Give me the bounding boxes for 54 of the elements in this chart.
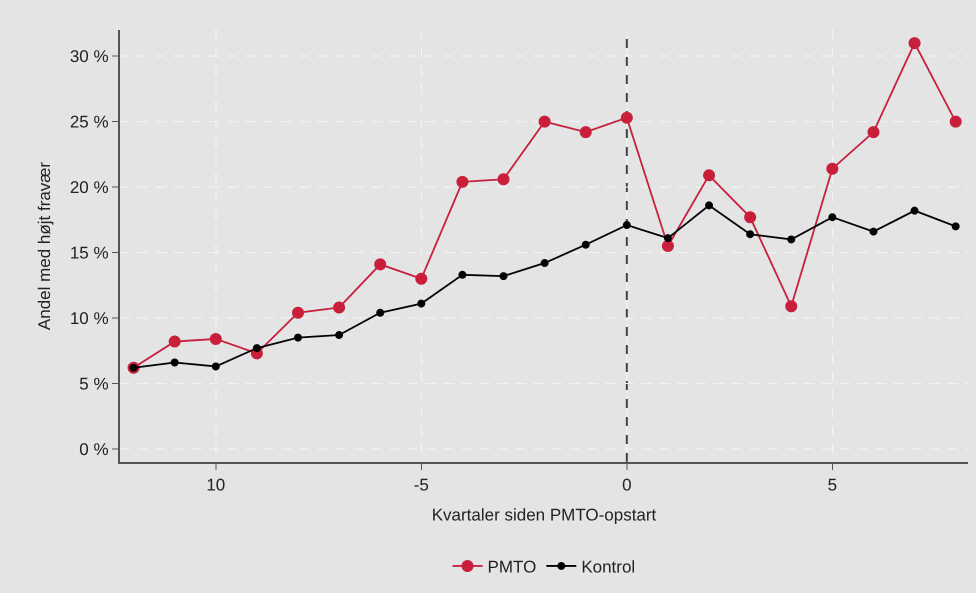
point: [456, 176, 468, 188]
y-tick-label: 30 %: [70, 47, 109, 66]
point: [826, 162, 838, 175]
point: [622, 221, 631, 230]
y-tick-label: 0 %: [79, 440, 109, 459]
point: [212, 362, 220, 370]
x-tick-label: 10: [206, 475, 226, 494]
point: [294, 334, 302, 342]
point: [952, 222, 960, 230]
point: [333, 302, 346, 314]
point: [746, 230, 754, 238]
point: [828, 213, 836, 222]
point: [210, 332, 222, 345]
point: [500, 272, 508, 280]
point: [252, 344, 261, 352]
point: [538, 116, 551, 128]
point: [540, 259, 549, 268]
point: [703, 169, 716, 182]
point: [664, 234, 672, 242]
point: [867, 126, 880, 138]
y-tick-label: 25 %: [70, 112, 109, 132]
point: [415, 272, 428, 285]
y-tick-label: 10 %: [70, 308, 109, 328]
x-tick-label: 5: [828, 475, 838, 494]
point: [374, 258, 386, 270]
point: [335, 331, 344, 340]
point: [950, 116, 962, 128]
point: [498, 173, 510, 186]
point: [869, 228, 878, 236]
point: [170, 358, 179, 367]
point: [620, 112, 633, 124]
legend-label: PMTO: [488, 558, 536, 577]
x-tick-label: 0: [622, 475, 632, 494]
y-tick-label: 20 %: [70, 178, 109, 198]
y-tick-label: 5 %: [79, 374, 109, 394]
point: [458, 270, 466, 279]
y-axis-title: Andel med højt fravær: [34, 162, 54, 330]
point: [785, 300, 798, 312]
point: [376, 308, 384, 317]
point: [417, 300, 426, 308]
point: [908, 37, 921, 50]
point: [910, 206, 919, 215]
point: [662, 240, 674, 252]
legend-label: Kontrol: [581, 558, 636, 577]
point: [787, 235, 796, 244]
point: [292, 306, 304, 319]
point: [744, 211, 756, 224]
point: [705, 201, 714, 210]
y-tick-label: 15 %: [70, 244, 109, 262]
point: [580, 126, 592, 138]
x-axis-title: Kvartaler siden PMTO-opstart: [432, 505, 657, 524]
x-tick-label: -5: [414, 475, 429, 494]
point: [582, 240, 590, 249]
point: [168, 336, 181, 348]
